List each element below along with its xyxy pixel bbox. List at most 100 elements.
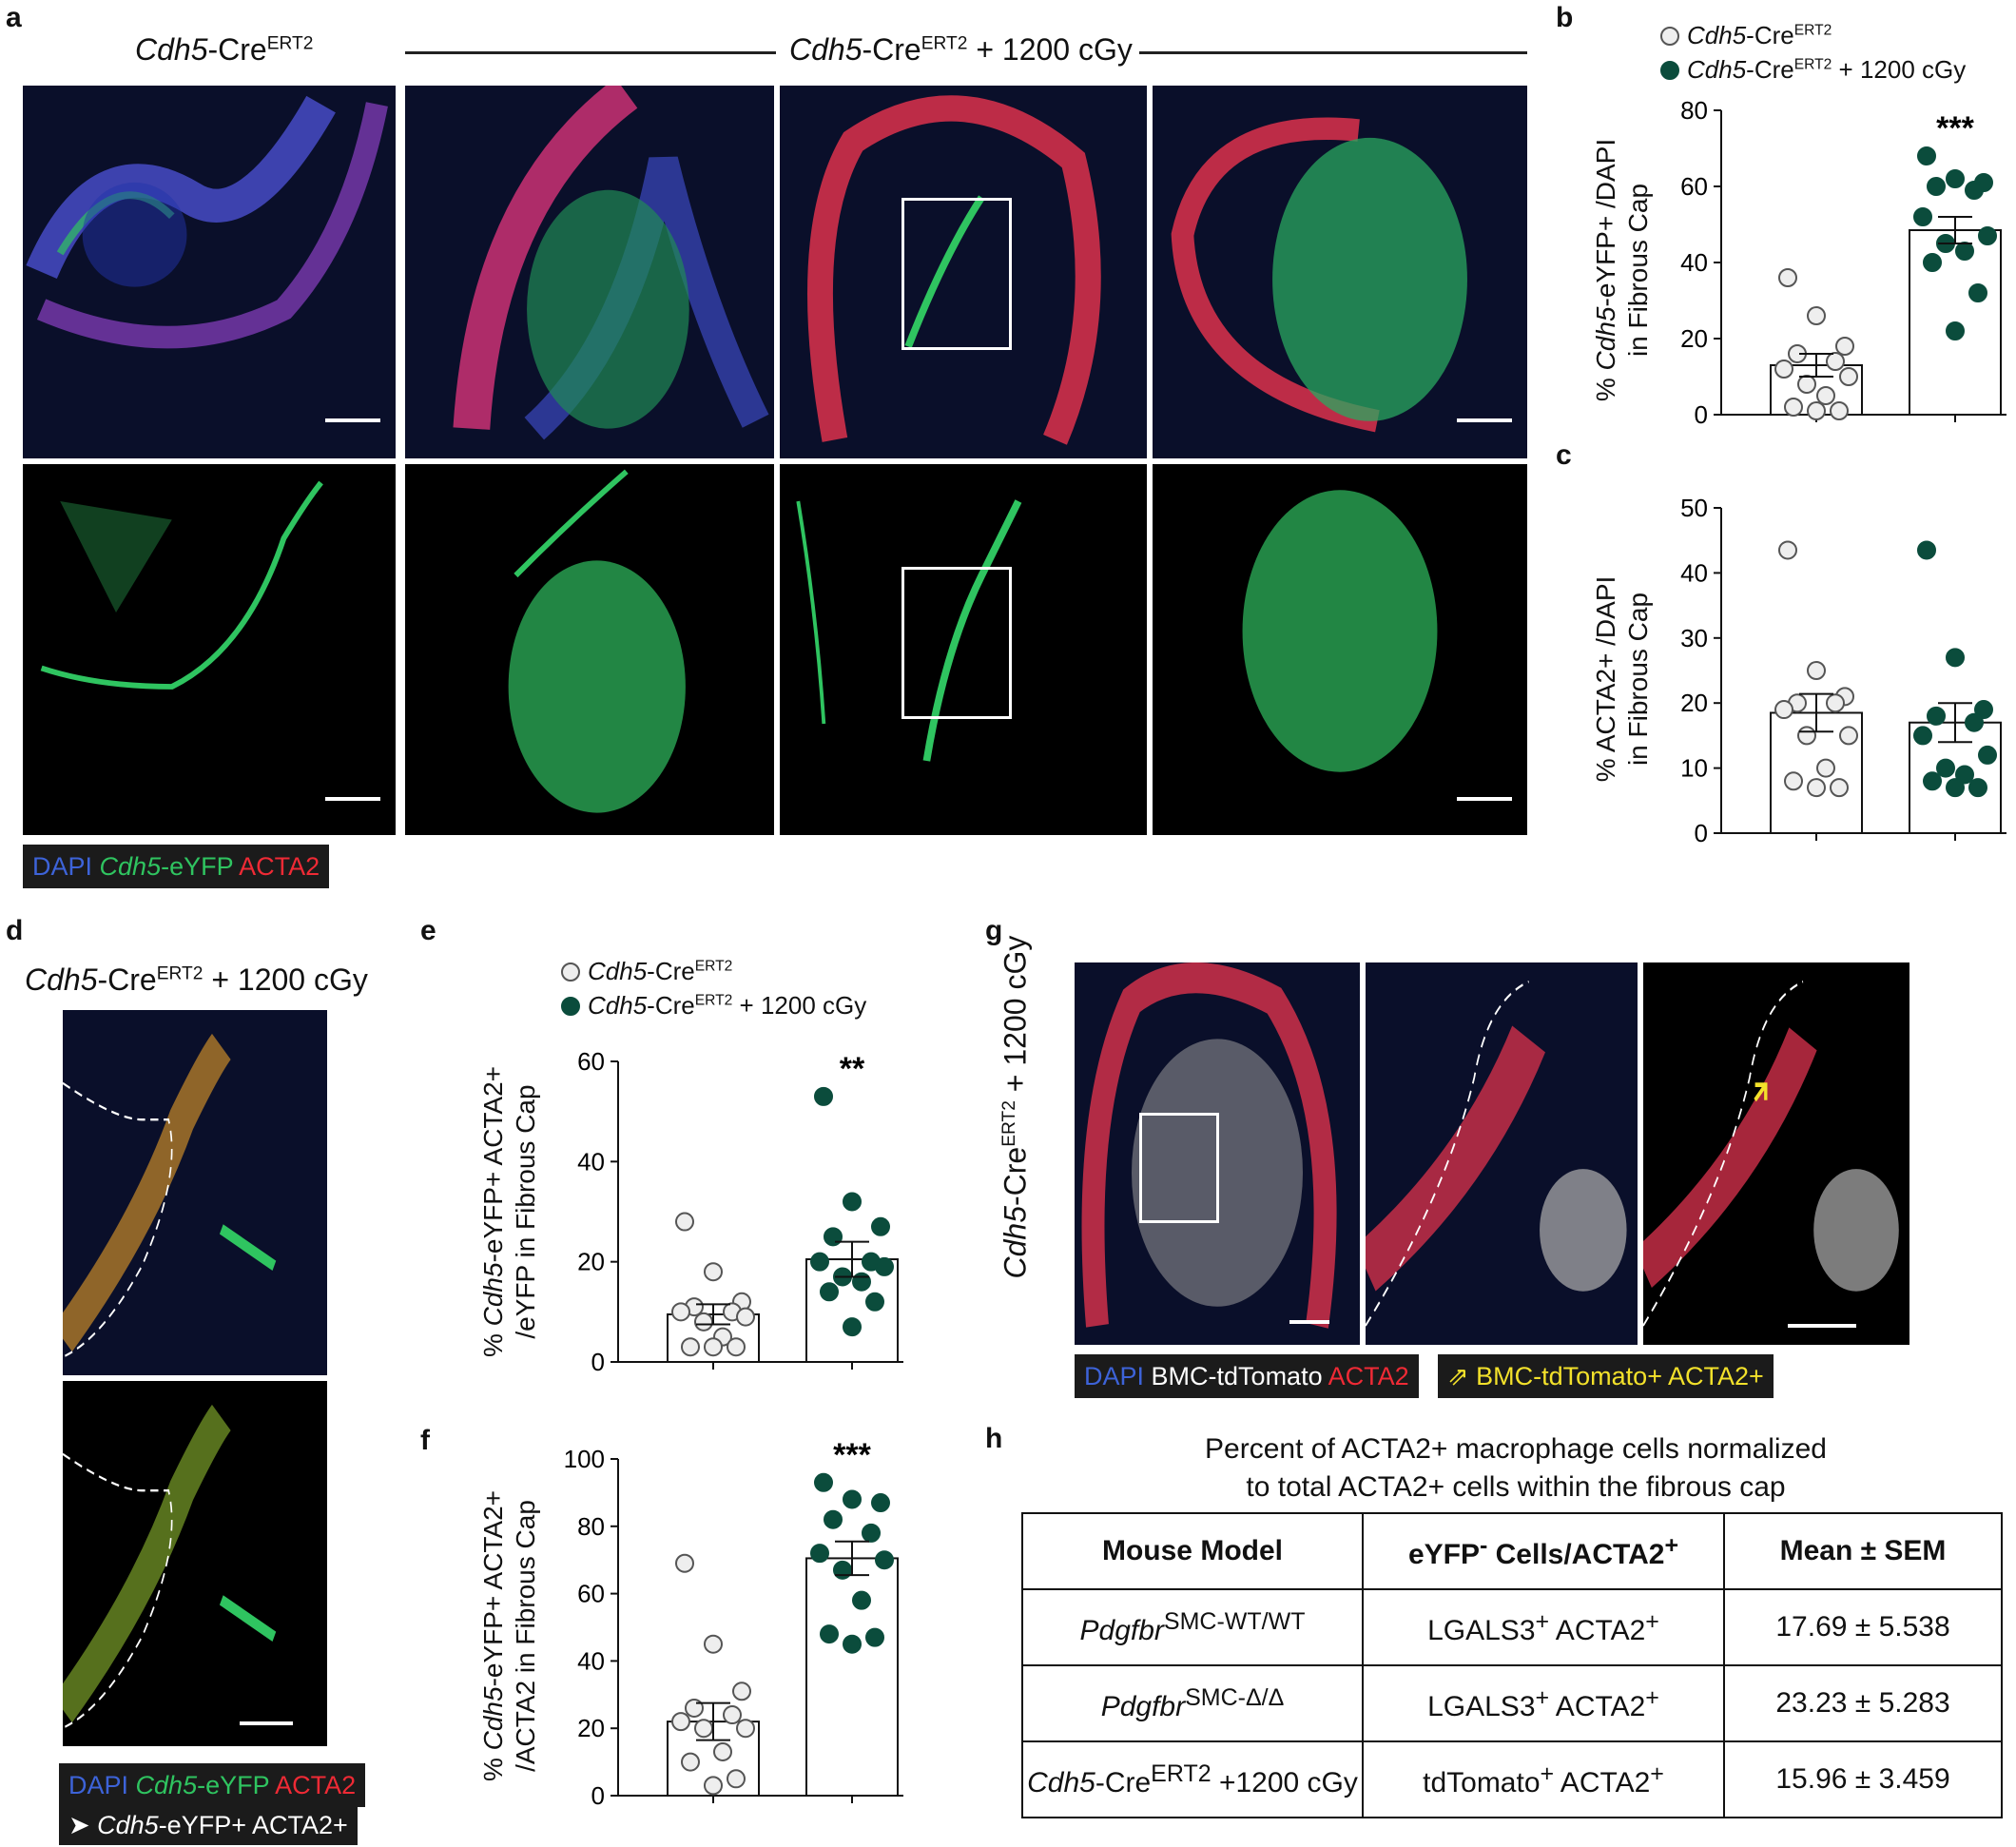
data-point [1968, 778, 1987, 798]
micrograph-a-r1c1 [23, 86, 396, 458]
y-tick-label: 100 [564, 1445, 605, 1473]
data-point [671, 1712, 690, 1732]
data-point [820, 1282, 839, 1302]
scale-bar [325, 418, 380, 422]
chart-e-svg: 0 20 40 60 ** [577, 1047, 903, 1376]
data-point [810, 1252, 829, 1272]
group-header-line-left [405, 51, 776, 54]
micrograph-a-r2c2 [405, 464, 774, 835]
data-point [1978, 226, 1997, 245]
table-title: Percent of ACTA2+ macrophage cells norma… [1205, 1433, 1827, 1503]
data-point [1807, 778, 1826, 798]
data-point [704, 1634, 723, 1654]
chart-b: 0 20 40 60 80 *** [1655, 95, 2006, 447]
data-point [871, 1216, 890, 1236]
data-point [675, 1553, 694, 1573]
data-point [824, 1227, 843, 1247]
micrograph-a-r2c3 [780, 464, 1147, 835]
panel-label-d: d [6, 915, 24, 946]
data-point [1774, 360, 1793, 379]
data-point [1917, 540, 1936, 560]
data-point [1774, 700, 1793, 720]
micrograph-a-r1c2 [405, 86, 774, 458]
panel-g-side-label: Cdh5-CreERT2 + 1200 cGy [998, 935, 1033, 1279]
panel-label-f: f [420, 1425, 430, 1456]
scale-bar [1289, 1320, 1329, 1324]
data-point [1835, 337, 1854, 356]
data-point [814, 1086, 833, 1106]
data-point [1807, 401, 1826, 420]
data-point [704, 1262, 723, 1282]
data-point [1784, 771, 1803, 791]
data-point [1978, 745, 1997, 765]
group-header-line-right [1139, 51, 1527, 54]
y-tick-label: 40 [577, 1646, 605, 1675]
data-point [1965, 712, 1984, 732]
y-axis-label-f: % Cdh5-eYFP+ ACTA2+/ACTA2 in Fibrous Cap [478, 1489, 540, 1782]
data-point [1913, 207, 1932, 226]
micrograph-a-r2c1 [23, 464, 396, 835]
arrowhead-icon: ➤ [68, 1811, 90, 1839]
data-point [694, 1719, 713, 1739]
micrograph-a-r1c3 [780, 86, 1147, 458]
legend-b-irradiated: Cdh5-CreERT2 + 1200 cGy [1660, 55, 1966, 85]
y-axis-label-c: % ACTA2+ /DAPI in Fibrous Cap [1591, 575, 1653, 783]
cell-cells: tdTomato+ ACTA2+ [1362, 1740, 1725, 1818]
data-point [1955, 765, 1974, 785]
y-axis-label-b: % Cdh5-eYFP+ /DAPI in Fibrous Cap [1591, 138, 1653, 402]
scale-bar [240, 1721, 293, 1725]
y-tick-label: 50 [1680, 494, 1708, 522]
table-header-row: Mouse Model eYFP- Cells/ACTA2+ Mean ± SE… [1021, 1512, 2003, 1590]
data-point [1927, 177, 1946, 196]
legend-e-control: Cdh5-CreERT2 [561, 957, 732, 986]
data-point [732, 1682, 751, 1701]
data-point [727, 1769, 746, 1789]
y-tick-label: 40 [577, 1147, 605, 1176]
legend-a: DAPI Cdh5-eYFP ACTA2 [23, 845, 330, 888]
significance-marker: *** [1936, 110, 1974, 146]
chart-c-svg: 0 10 20 30 40 50 [1680, 494, 2006, 847]
cell-mean: 15.96 ± 3.459 [1723, 1740, 2003, 1818]
data-point [1946, 648, 1965, 668]
micrograph-a-r1c4 [1153, 86, 1527, 458]
y-tick-label: 80 [577, 1512, 605, 1541]
data-point [1816, 386, 1835, 405]
data-point [1923, 771, 1942, 791]
data-point [1974, 700, 1993, 720]
legend-g-channels: DAPI BMC-tdTomato ACTA2 [1075, 1354, 1419, 1398]
data-point [824, 1509, 843, 1529]
table-row: PdgfbrSMC-Δ/Δ LGALS3+ ACTA2+ 23.23 ± 5.2… [1021, 1664, 2003, 1742]
y-tick-label: 40 [1680, 558, 1708, 587]
data-point [736, 1719, 755, 1739]
data-point [1807, 306, 1826, 325]
chart-f: 0 20 40 60 80 100 *** [552, 1436, 903, 1817]
cell-mean: 17.69 ± 5.538 [1723, 1588, 2003, 1666]
y-tick-label: 0 [1695, 819, 1708, 847]
data-point [1946, 321, 1965, 340]
legend-b-control: Cdh5-CreERT2 [1660, 21, 1832, 50]
panel-label-e: e [420, 915, 436, 946]
data-point [1923, 253, 1942, 272]
data-point [843, 1489, 862, 1509]
data-point [1927, 706, 1946, 726]
cell-model: PdgfbrSMC-WT/WT [1021, 1588, 1364, 1666]
data-point [1917, 146, 1936, 165]
micrograph-d-top [63, 1010, 327, 1375]
data-point [1826, 352, 1845, 371]
data-point [1839, 726, 1858, 746]
y-tick-label: 40 [1680, 248, 1708, 277]
data-point [1830, 778, 1849, 798]
data-point [865, 1627, 884, 1647]
scale-bar [325, 797, 380, 801]
y-tick-label: 0 [591, 1348, 605, 1376]
data-point [843, 1634, 862, 1654]
y-tick-label: 0 [1695, 400, 1708, 429]
significance-marker: *** [833, 1437, 871, 1473]
panel-label-h: h [985, 1423, 1003, 1454]
data-point [1797, 375, 1816, 394]
table-row: PdgfbrSMC-WT/WT LGALS3+ ACTA2+ 17.69 ± 5… [1021, 1588, 2003, 1666]
group-header-control: Cdh5-CreERT2 [135, 32, 314, 67]
micrograph-g-1 [1075, 962, 1360, 1345]
data-point [810, 1544, 829, 1564]
y-tick-label: 10 [1680, 754, 1708, 783]
